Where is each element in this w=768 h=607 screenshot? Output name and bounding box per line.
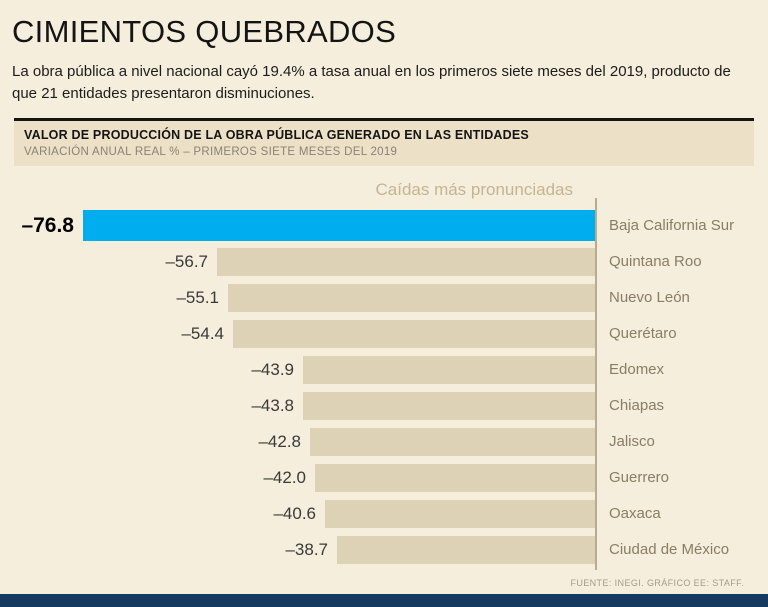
bar-category-label: Oaxaca [609,505,661,522]
bar-category-label: Ciudad de México [609,541,730,558]
bar [303,355,596,384]
bar-chart: Caídas más pronunciadas –76.8 Baja Califo… [12,179,756,570]
bar-row: –76.8 Baja California Sur [12,208,756,244]
bar-category-label: Querétaro [609,325,677,342]
bar-row: –42.0 Guerrero [12,460,756,496]
bar-row: –55.1 Nuevo León [12,280,756,316]
bar-category-label: Quintana Roo [609,253,702,270]
bar [83,210,596,241]
bar-value-label: –43.8 [251,395,294,415]
bar-value-label: –42.8 [258,431,301,451]
chart-title: VALOR DE PRODUCCIÓN DE LA OBRA PÚBLICA G… [24,127,529,142]
bar-row: –54.4 Querétaro [12,316,756,352]
bar-value-label: –54.4 [181,323,224,343]
bar [315,463,596,492]
bar-category-label: Guerrero [609,469,670,486]
bar-row: –43.9 Edomex [12,352,756,388]
bar-value-label: –40.6 [273,503,316,523]
bar-value-label: –76.8 [21,213,74,237]
chart-subtitle: VARIACIÓN ANUAL REAL % – PRIMEROS SIETE … [24,145,398,158]
bar-value-label: –42.0 [263,467,306,487]
bar-rows: –76.8 Baja California Sur –56.7 Quintana Ro… [12,208,756,568]
chart-header-band: VALOR DE PRODUCCIÓN DE LA OBRA PÚBLICA G… [14,117,754,166]
bar-row: –42.8 Jalisco [12,424,756,460]
page-subtitle: La obra pública a nivel nacional cayó 19… [12,63,731,102]
chart-group-label: Caídas más pronunciadas [375,179,573,199]
bar-category-label: Edomex [609,361,665,378]
bar [337,535,596,564]
page-title: CIMIENTOS QUEBRADOS [12,14,397,49]
bar [233,319,596,348]
bar-category-label: Jalisco [609,433,655,450]
bar [217,247,596,276]
bar-value-label: –56.7 [165,251,208,271]
bar-value-label: –55.1 [176,287,219,307]
bar [303,391,596,420]
infographic: CIMIENTOS QUEBRADOS La obra pública a ni… [12,14,756,588]
bar [310,427,596,456]
bar [325,499,596,528]
bar-row: –38.7 Ciudad de México [12,532,756,568]
bar-value-label: –43.9 [251,359,294,379]
bar [228,283,596,312]
bar-value-label: –38.7 [285,539,328,559]
bar-row: –43.8 Chiapas [12,388,756,424]
bar-category-label: Baja California Sur [609,217,735,234]
bar-row: –56.7 Quintana Roo [12,244,756,280]
bar-row: –40.6 Oaxaca [12,496,756,532]
bar-category-label: Nuevo León [609,289,690,306]
baseline-axis [595,197,597,570]
bar-category-label: Chiapas [609,397,665,414]
footer-strip [0,594,768,607]
source-credit: FUENTE: INEGI. GRÁFICO EE: STAFF. [570,577,744,588]
